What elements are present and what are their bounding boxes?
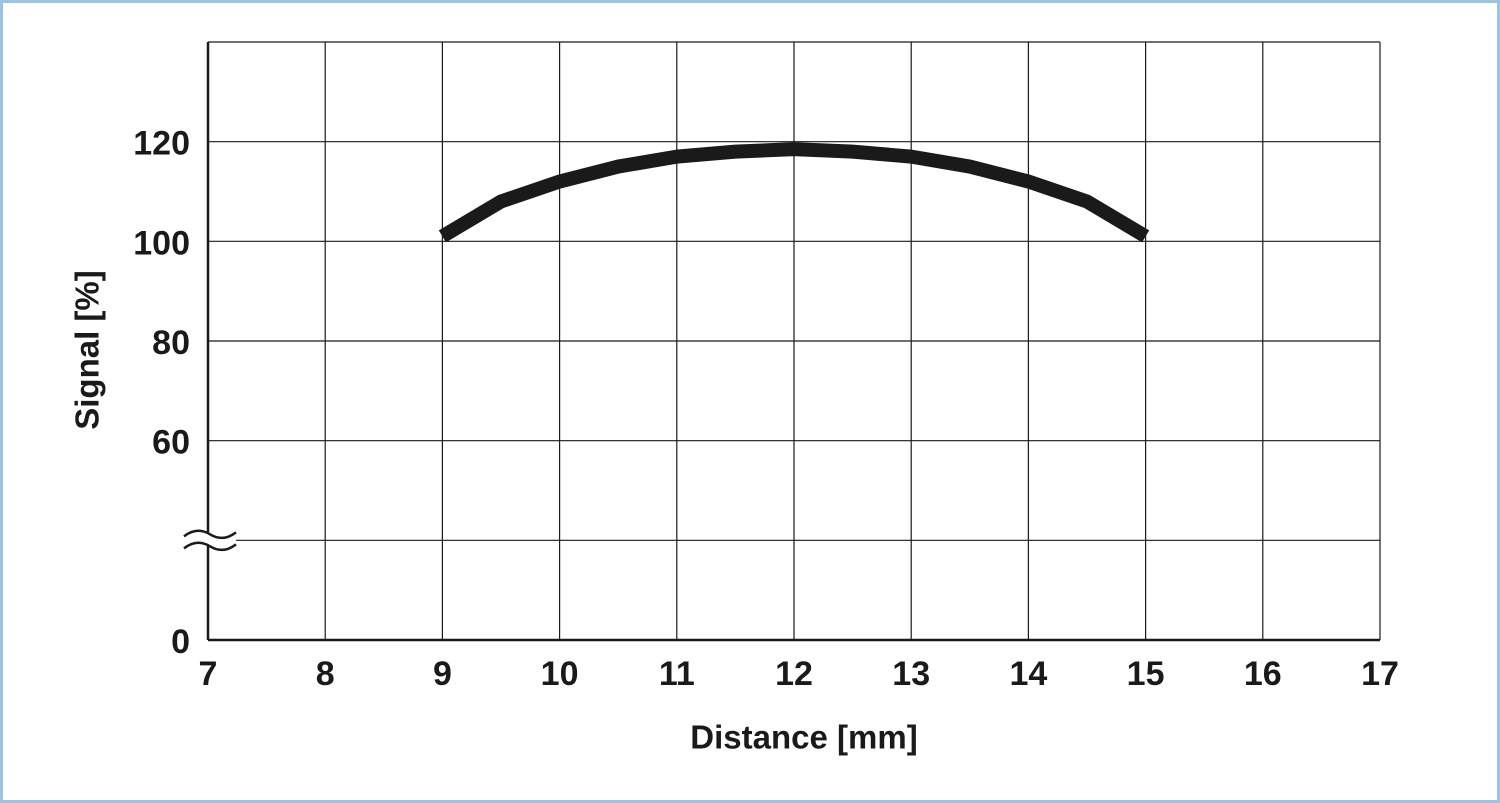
data-line	[438, 142, 1150, 243]
x-tick-label: 17	[1361, 655, 1399, 693]
x-tick-label: 12	[775, 655, 813, 693]
axis-break-gap	[184, 532, 236, 545]
x-tick-label: 9	[433, 655, 452, 693]
x-tick-label: 8	[316, 655, 335, 693]
y-tick-label: 0	[171, 623, 190, 661]
y-tick-label: 80	[152, 324, 190, 362]
x-axis-label: Distance [mm]	[690, 719, 917, 756]
axis-break	[183, 541, 237, 552]
x-tick-label: 10	[541, 655, 579, 693]
x-tick-label: 7	[199, 655, 218, 693]
y-tick-label: 100	[133, 224, 190, 262]
x-tick-label: 11	[659, 655, 695, 693]
axis-break	[183, 529, 237, 540]
y-tick-label: 60	[152, 424, 190, 462]
y-tick-label: 120	[133, 125, 190, 163]
x-tick-label: 16	[1244, 655, 1282, 693]
x-tick-label: 13	[892, 655, 930, 693]
x-tick-label: 14	[1009, 655, 1047, 693]
x-tick-label: 15	[1127, 655, 1165, 693]
y-axis-label: Signal [%]	[69, 270, 106, 430]
